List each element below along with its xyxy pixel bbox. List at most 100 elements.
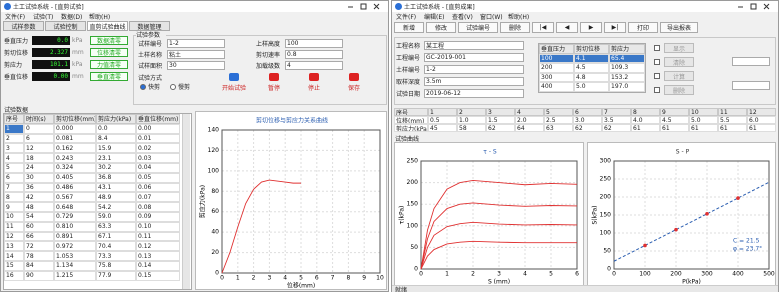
table-cell[interactable]: 2.0 bbox=[515, 116, 544, 124]
option-button[interactable]: 显示 bbox=[664, 43, 694, 53]
table-cell[interactable]: 位移(mm) bbox=[394, 116, 428, 124]
table-cell[interactable]: 70.4 bbox=[96, 241, 136, 252]
table-cell[interactable]: 61 bbox=[689, 124, 718, 132]
table-cell[interactable]: 0.12 bbox=[136, 241, 180, 252]
table-cell[interactable]: 75.8 bbox=[96, 261, 136, 271]
table-cell[interactable]: 63.3 bbox=[96, 221, 136, 232]
table-cell[interactable]: 11 bbox=[4, 221, 24, 232]
action-label[interactable]: 停止 bbox=[307, 85, 320, 92]
toolbar-button[interactable]: 删除 bbox=[500, 22, 530, 33]
table-cell[interactable]: 3.5 bbox=[602, 116, 631, 124]
table-cell[interactable]: 0.648 bbox=[54, 202, 96, 212]
table-cell[interactable]: 8.4 bbox=[96, 133, 136, 144]
table-cell[interactable]: 0.972 bbox=[54, 241, 96, 252]
table-cell[interactable]: 0.10 bbox=[136, 221, 180, 232]
checkbox[interactable] bbox=[654, 73, 660, 79]
table-cell[interactable]: 0.07 bbox=[136, 192, 180, 203]
table-cell[interactable]: 0.06 bbox=[136, 182, 180, 193]
field-input[interactable]: 2019-06-12 bbox=[424, 89, 524, 98]
table-cell[interactable]: 0.810 bbox=[54, 221, 96, 232]
table-cell[interactable]: 400 bbox=[539, 82, 574, 92]
table-cell[interactable]: 0.0 bbox=[96, 123, 136, 134]
table-cell[interactable]: 36.8 bbox=[96, 172, 136, 183]
table-cell[interactable]: 6 bbox=[24, 133, 54, 144]
table-cell[interactable]: 64 bbox=[515, 124, 544, 132]
table-cell[interactable]: 0.567 bbox=[54, 192, 96, 203]
table-cell[interactable]: 0.000 bbox=[54, 123, 96, 134]
table-cell[interactable]: 72 bbox=[24, 241, 54, 252]
table-cell[interactable]: 0.162 bbox=[54, 143, 96, 154]
table-cell[interactable]: 59.0 bbox=[96, 212, 136, 222]
tab[interactable]: 数据管理 bbox=[129, 21, 170, 31]
field-input[interactable]: 某工程 bbox=[424, 41, 524, 50]
option-button[interactable]: 计算 bbox=[664, 71, 694, 81]
toolbar-button[interactable]: 试验编号 bbox=[458, 22, 498, 33]
table-cell[interactable]: 90 bbox=[24, 270, 54, 281]
table-cell[interactable]: 4.8 bbox=[574, 72, 609, 82]
table-cell[interactable]: 10 bbox=[4, 212, 24, 222]
option-button[interactable]: 清除 bbox=[664, 57, 694, 67]
table-cell[interactable]: 4.0 bbox=[631, 116, 660, 124]
side-input[interactable] bbox=[732, 57, 770, 66]
table-cell[interactable]: 0.11 bbox=[136, 231, 180, 242]
table-cell[interactable]: 7 bbox=[4, 182, 24, 193]
checkbox[interactable] bbox=[654, 45, 660, 51]
table-cell[interactable]: 剪应力(kPa) bbox=[394, 124, 428, 132]
field-input[interactable]: 1-2 bbox=[167, 39, 225, 48]
table-cell[interactable]: 63 bbox=[544, 124, 573, 132]
table-cell[interactable]: 5.0 bbox=[689, 116, 718, 124]
menu-item[interactable]: 查看(V) bbox=[452, 13, 473, 21]
table-cell[interactable]: 0.01 bbox=[136, 133, 180, 144]
field-input[interactable]: 粘土 bbox=[167, 50, 225, 59]
table-cell[interactable]: 36 bbox=[24, 182, 54, 193]
table-cell[interactable]: 30 bbox=[24, 172, 54, 183]
table-cell[interactable]: 200 bbox=[539, 63, 574, 73]
window-controls[interactable] bbox=[344, 1, 384, 11]
menu-item[interactable]: 帮助(H) bbox=[508, 13, 530, 21]
table-cell[interactable]: 18 bbox=[24, 153, 54, 163]
side-input[interactable] bbox=[732, 81, 770, 90]
radio-label[interactable]: 慢剪 bbox=[178, 84, 191, 91]
field-input[interactable]: GC-2019-001 bbox=[424, 53, 524, 62]
table-cell[interactable]: 84 bbox=[24, 261, 54, 271]
table-cell[interactable]: 0.13 bbox=[136, 251, 180, 261]
table-cell[interactable]: 15 bbox=[4, 261, 24, 271]
table-cell[interactable]: 12 bbox=[4, 231, 24, 242]
readout-button[interactable]: 力值清零 bbox=[90, 60, 128, 69]
table-cell[interactable]: 197.0 bbox=[609, 82, 645, 92]
table-cell[interactable]: 45 bbox=[428, 124, 457, 132]
table-cell[interactable]: 0.05 bbox=[136, 172, 180, 183]
tab[interactable]: 试样参数 bbox=[3, 21, 44, 31]
table-cell[interactable]: 62 bbox=[573, 124, 602, 132]
toolbar-button[interactable]: |◀ bbox=[532, 22, 554, 33]
table-cell[interactable]: 0.891 bbox=[54, 231, 96, 242]
table-cell[interactable]: 3.0 bbox=[573, 116, 602, 124]
table-cell[interactable]: 1.053 bbox=[54, 251, 96, 261]
table-cell[interactable]: 0.15 bbox=[136, 270, 180, 281]
tab[interactable]: 试验控制 bbox=[45, 21, 86, 31]
checkbox[interactable] bbox=[654, 59, 660, 65]
table-cell[interactable]: 54.2 bbox=[96, 202, 136, 212]
table-cell[interactable]: 61 bbox=[660, 124, 689, 132]
table-cell[interactable]: 6 bbox=[4, 172, 24, 183]
table-cell[interactable]: 0.04 bbox=[136, 163, 180, 173]
field-input[interactable]: 4 bbox=[285, 61, 343, 70]
readout-button[interactable]: 数据清零 bbox=[90, 36, 128, 45]
menu-item[interactable]: 文件(F) bbox=[5, 13, 26, 21]
table-cell[interactable]: 24 bbox=[24, 163, 54, 173]
table-cell[interactable]: 0.324 bbox=[54, 163, 96, 173]
field-input[interactable]: 100 bbox=[285, 39, 343, 48]
field-input[interactable]: 1-2 bbox=[424, 65, 524, 74]
toolbar-button[interactable]: 打印 bbox=[628, 22, 658, 33]
radio[interactable] bbox=[170, 84, 176, 90]
table-cell[interactable]: 0.08 bbox=[136, 202, 180, 212]
table-cell[interactable]: 12 bbox=[24, 143, 54, 154]
toolbar-button[interactable]: 修改 bbox=[426, 22, 456, 33]
table-cell[interactable]: 0.09 bbox=[136, 212, 180, 222]
action-label[interactable]: 暂停 bbox=[267, 85, 280, 92]
table-cell[interactable]: 54 bbox=[24, 212, 54, 222]
menu-item[interactable]: 帮助(H) bbox=[89, 13, 111, 21]
option-button[interactable]: 删除 bbox=[664, 85, 694, 95]
table-cell[interactable]: 4.1 bbox=[574, 53, 609, 63]
action-label[interactable]: 保存 bbox=[347, 85, 360, 92]
